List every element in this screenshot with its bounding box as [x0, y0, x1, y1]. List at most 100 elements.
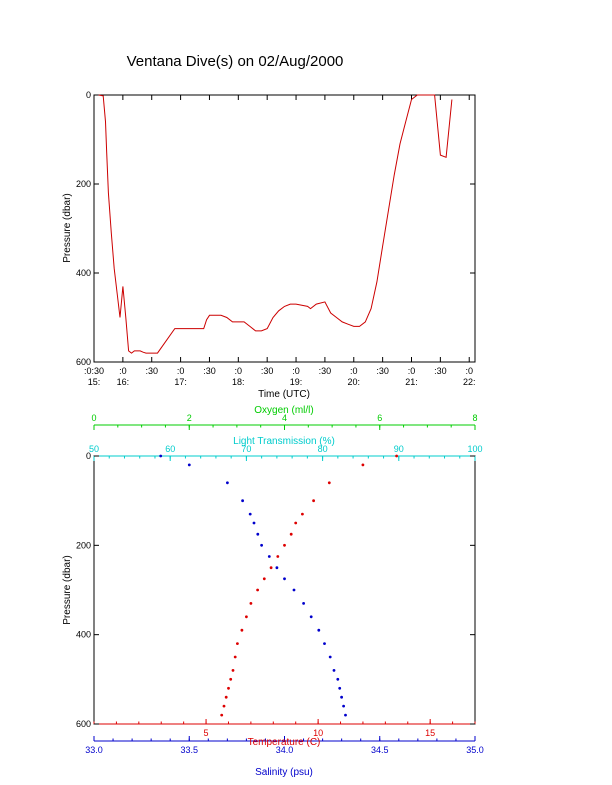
oxygen-axis-label: Oxygen (ml/l) — [254, 405, 313, 416]
salinity-point — [187, 463, 191, 467]
light-transmission-axis-label: Light Transmission (%) — [233, 436, 335, 447]
time-tick-label: 21: — [405, 377, 418, 387]
temperature-point — [222, 704, 226, 708]
salinity-tick-label: 35.0 — [466, 745, 484, 755]
salinity-point — [340, 695, 343, 699]
temperature-point — [361, 463, 365, 467]
temperature-point — [294, 521, 298, 525]
temperature-point — [301, 512, 304, 516]
salinity-point — [252, 521, 256, 525]
temperature-point — [231, 669, 235, 672]
temperature-point — [220, 713, 224, 717]
temperature-point — [289, 532, 293, 536]
light-transmission-tick-label: 60 — [165, 444, 175, 454]
temperature-point — [262, 577, 266, 581]
salinity-point — [292, 588, 296, 592]
salinity-axis-label: Salinity (psu) — [255, 767, 313, 778]
temperature-point — [233, 655, 237, 659]
salinity-point — [323, 642, 326, 645]
light-transmission-tick-label: 90 — [394, 444, 404, 454]
time-tick-label: :0 — [465, 366, 473, 376]
time-tick-label: :30 — [319, 366, 332, 376]
temperature-point — [276, 555, 280, 558]
time-tick-label: :30 — [203, 366, 216, 376]
pressure-tick-label: 0 — [86, 90, 91, 100]
temperature-point — [256, 588, 259, 592]
oxygen-tick-label: 4 — [282, 413, 287, 423]
salinity-point — [338, 686, 342, 690]
time-axis-label: Time (UTC) — [258, 389, 310, 400]
profile-pressure-tick-label: 0 — [86, 451, 91, 461]
salinity-tick-label: 34.0 — [276, 745, 294, 755]
temperature-point — [249, 602, 253, 605]
profile-chart: 5 10 15 33.0 33.5 34.0 34.5 35.0 0 2 4 6 8 50 60 70 80 90… — [62, 405, 484, 778]
oxygen-tick-label: 2 — [187, 413, 192, 423]
time-tick-label: :0 — [177, 366, 185, 376]
time-tick-label: :0 — [119, 366, 127, 376]
temperature-point — [229, 677, 233, 681]
time-axis-ticks: :0:3015::016::30:017::30:018::30:019::30… — [84, 95, 476, 387]
pressure-tick-label: 200 — [76, 179, 91, 189]
profile-chart-frame — [93, 455, 476, 725]
oxygen-tick-label: 6 — [377, 413, 382, 423]
salinity-point — [332, 669, 336, 672]
salinity-point — [328, 655, 332, 659]
salinity-point — [159, 454, 163, 458]
pressure-tick-label: 400 — [76, 268, 91, 278]
pressure-trace-line — [98, 94, 453, 354]
time-chart-frame — [93, 94, 476, 363]
salinity-point — [344, 713, 347, 717]
salinity-point — [283, 577, 286, 581]
time-chart-pressure-axis-label: Pressure (dbar) — [62, 193, 73, 262]
temperature-point — [327, 481, 331, 485]
time-tick-label: :30 — [434, 366, 447, 376]
temperature-point — [224, 695, 228, 699]
time-tick-label: 18: — [232, 377, 245, 387]
salinity-point — [241, 499, 245, 503]
salinity-point — [302, 602, 305, 605]
salinity-point — [267, 555, 271, 558]
temperature-tick-label: 15 — [425, 728, 435, 738]
time-pressure-chart: :0:3015::016::30:017::30:018::30:019::30… — [62, 90, 476, 400]
time-tick-label: :0 — [350, 366, 358, 376]
temperature-point — [283, 543, 286, 547]
salinity-point — [317, 628, 321, 632]
salinity-tick-label: 33.0 — [85, 745, 103, 755]
profile-pressure-axis-label: Pressure (dbar) — [62, 555, 73, 624]
salinity-point — [260, 543, 263, 547]
chart-title: Ventana Dive(s) on 02/Aug/2000 — [127, 53, 344, 70]
salinity-point — [226, 481, 229, 485]
profile-pressure-ticks: 0 200 400 600 — [76, 451, 475, 729]
oxygen-tick-label: 0 — [91, 413, 96, 423]
time-tick-label: :30 — [376, 366, 389, 376]
temperature-point — [395, 454, 398, 458]
salinity-point — [275, 566, 279, 570]
temperature-axis-label: Temperature (C) — [248, 737, 321, 748]
time-tick-label: :0 — [292, 366, 300, 376]
time-tick-label: 22: — [463, 377, 476, 387]
time-tick-label: 19: — [290, 377, 303, 387]
light-transmission-tick-label: 70 — [241, 444, 251, 454]
light-transmission-tick-label: 100 — [467, 444, 482, 454]
salinity-point — [336, 677, 340, 681]
pressure-tick-label: 600 — [76, 357, 91, 367]
temperature-point — [227, 686, 230, 690]
temperature-point — [312, 499, 315, 503]
profile-scatter — [159, 454, 398, 717]
salinity-tick-label: 33.5 — [180, 745, 198, 755]
salinity-point — [248, 512, 252, 516]
light-transmission-tick-label: 80 — [318, 444, 328, 454]
temperature-point — [240, 628, 244, 632]
time-tick-label: 16: — [117, 377, 130, 387]
salinity-point — [256, 532, 260, 536]
time-tick-label: :30 — [261, 366, 274, 376]
salinity-point — [309, 615, 313, 619]
time-tick-label: :0 — [235, 366, 243, 376]
temperature-point — [236, 642, 239, 645]
oxygen-tick-label: 8 — [472, 413, 477, 423]
temperature-point — [269, 566, 273, 570]
temperature-tick-label: 10 — [313, 728, 323, 738]
temperature-tick-label: 5 — [204, 728, 209, 738]
profile-pressure-tick-label: 200 — [76, 540, 91, 550]
